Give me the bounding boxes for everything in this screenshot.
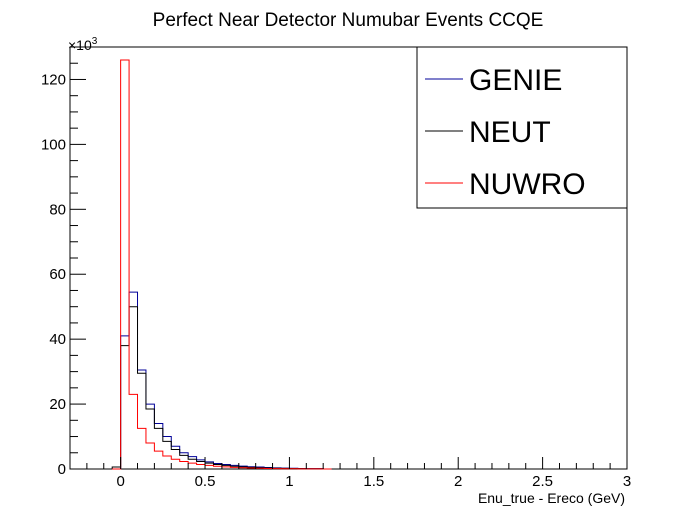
histogram-series-neut: [111, 306, 332, 470]
legend-label-genie: GENIE: [469, 64, 562, 97]
y-tick-label: 60: [49, 266, 66, 283]
legend-label-nuwro: NUWRO: [469, 168, 586, 201]
x-tick-label: 3: [623, 473, 631, 490]
y-tick-label: 80: [49, 201, 66, 218]
x-tick-label: 0.5: [195, 473, 216, 490]
y-tick-label: 40: [49, 331, 66, 348]
x-tick-label: 1: [285, 473, 293, 490]
histogram-series-nuwro: [112, 59, 332, 470]
y-multiplier: ×103: [68, 36, 98, 53]
x-tick-label: 2.5: [532, 473, 553, 490]
legend: GENIE NEUT NUWRO: [416, 46, 628, 209]
legend-box: [416, 46, 628, 209]
chart-title: Perfect Near Detector Numubar Events CCQ…: [153, 10, 544, 31]
y-tick-label: 120: [41, 71, 66, 88]
y-tick-label: 20: [49, 396, 66, 413]
y-tick-label: 0: [58, 461, 66, 478]
x-axis-label: Enu_true - Ereco (GeV): [478, 490, 625, 506]
legend-label-neut: NEUT: [469, 116, 551, 149]
x-tick-label: 0: [116, 473, 124, 490]
x-tick-label: 2: [454, 473, 462, 490]
histogram-series-genie: [112, 291, 332, 470]
x-tick-label: 1.5: [363, 473, 384, 490]
y-tick-label: 100: [41, 136, 66, 153]
